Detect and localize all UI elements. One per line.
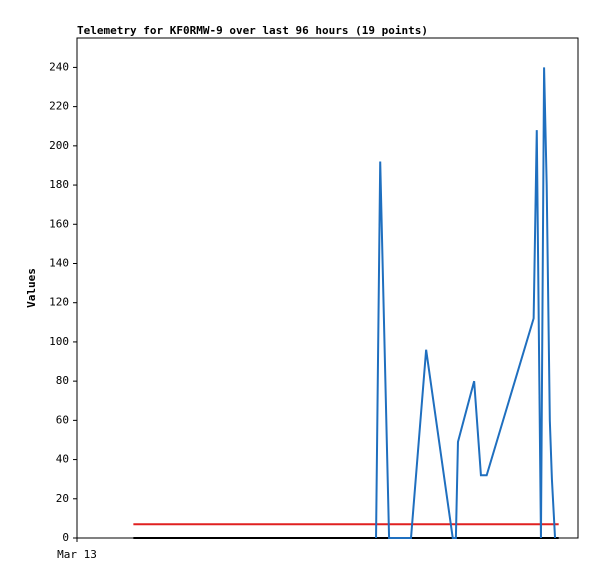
plot-frame — [76, 37, 579, 539]
x-tick-label: Mar 13 — [57, 548, 97, 561]
y-tick-label: 0 — [62, 531, 69, 544]
y-tick-label: 220 — [49, 100, 69, 113]
y-tick-label: 140 — [49, 256, 69, 269]
y-tick-label: 80 — [56, 374, 69, 387]
y-tick-label: 240 — [49, 60, 69, 73]
y-tick-label: 180 — [49, 178, 69, 191]
chart-title: Telemetry for KF0RMW-9 over last 96 hour… — [77, 24, 428, 37]
y-tick-label: 200 — [49, 139, 69, 152]
y-tick-label: 20 — [56, 492, 69, 505]
y-tick-label: 160 — [49, 217, 69, 230]
y-tick-label: 120 — [49, 296, 69, 309]
y-tick-label: 100 — [49, 335, 69, 348]
y-tick-label: 60 — [56, 413, 69, 426]
y-axis-label: Values — [25, 268, 38, 308]
series-line — [375, 67, 557, 539]
y-tick-label: 40 — [56, 453, 69, 466]
